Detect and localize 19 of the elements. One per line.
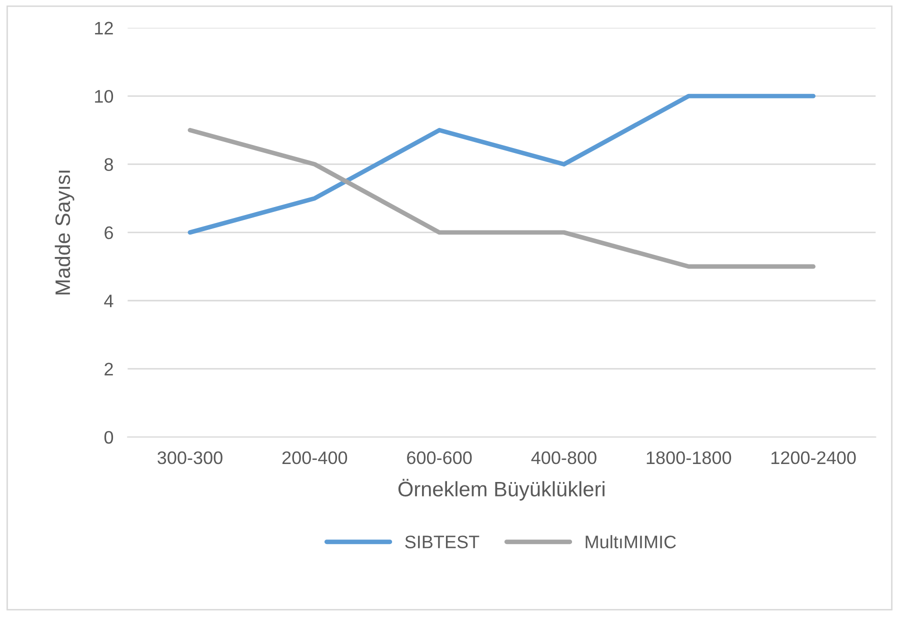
- y-tick-label: 0: [104, 430, 114, 444]
- line-series: [188, 94, 816, 235]
- x-tick-label: 300-300: [158, 451, 222, 464]
- y-tick-label: 4: [104, 294, 114, 308]
- legend-label: SIBTEST: [405, 536, 480, 548]
- y-tick-label: 10: [95, 90, 114, 103]
- y-axis-title: Madde Sayısı: [54, 170, 74, 294]
- x-axis-title: Örneklem Büyüklükleri: [398, 478, 604, 501]
- legend-label: MultıMIMIC: [586, 535, 676, 548]
- x-tick-label: 1800-1800: [646, 451, 732, 464]
- y-tick-label: 12: [95, 22, 113, 34]
- x-tick-label: 1200-2400: [772, 451, 856, 464]
- x-tick-label: 600-600: [407, 451, 472, 464]
- y-tick-label: 6: [104, 226, 113, 240]
- x-tick-label: 200-400: [282, 451, 348, 464]
- line-series: [188, 128, 816, 269]
- y-tick-label: 8: [104, 158, 113, 171]
- y-tick-label: 2: [104, 362, 113, 376]
- x-tick-label: 400-800: [531, 451, 596, 464]
